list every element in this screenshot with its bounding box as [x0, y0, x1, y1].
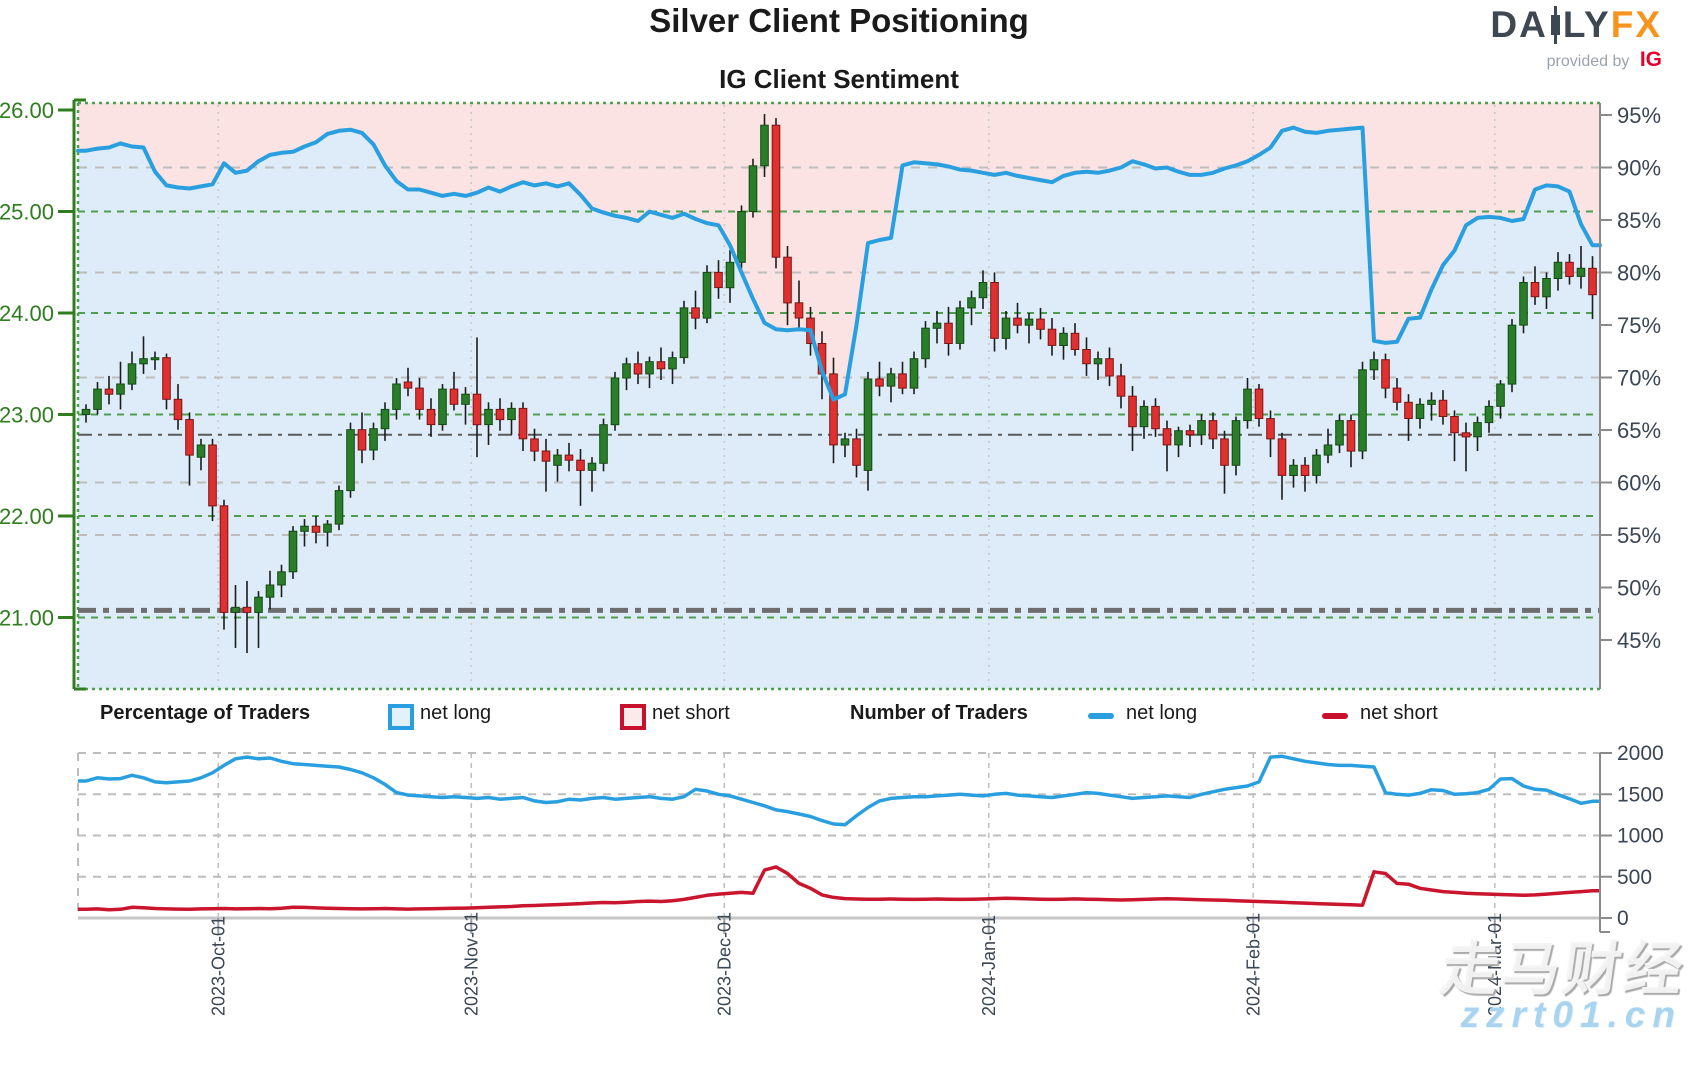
svg-text:75%: 75%	[1617, 313, 1661, 338]
svg-text:85%: 85%	[1617, 208, 1661, 233]
sentiment-line	[76, 125, 1602, 402]
svg-text:70%: 70%	[1617, 366, 1661, 391]
net-short-line	[78, 865, 1600, 912]
svg-text:1000: 1000	[1617, 825, 1664, 848]
svg-text:2024-Jan-01: 2024-Jan-01	[979, 915, 999, 1016]
provided-by: provided by IG	[1490, 48, 1662, 72]
date-axis: 2023-Oct-01 2023-Nov-01 2023-Dec-01 2024-Ja…	[208, 912, 1505, 1016]
logo-da: DA	[1490, 4, 1548, 45]
legend-num-header: Number of Traders	[850, 702, 1028, 724]
svg-text:90%: 90%	[1617, 156, 1661, 181]
legend-num-net-short: net short	[1360, 702, 1438, 724]
svg-text:2023-Nov-01: 2023-Nov-01	[461, 912, 481, 1016]
candlestick-icon	[1550, 6, 1561, 44]
svg-text:23.00: 23.00	[0, 403, 54, 428]
traders-gridlines	[77, 752, 1600, 920]
logo-fx: FX	[1610, 4, 1662, 45]
svg-text:2024-Feb-01: 2024-Feb-01	[1243, 913, 1263, 1016]
svg-text:22.00: 22.00	[0, 504, 54, 529]
svg-text:50%: 50%	[1617, 576, 1661, 601]
svg-text:26.00: 26.00	[0, 98, 54, 123]
price-gridlines	[78, 210, 1600, 619]
svg-text:55%: 55%	[1617, 523, 1661, 548]
page-title: Silver Client Positioning	[649, 2, 1029, 39]
svg-text:45%: 45%	[1617, 628, 1661, 653]
candles-layer	[81, 114, 1597, 654]
svg-text:500: 500	[1617, 866, 1652, 889]
traders-axis: 2000 1500 1000 500 0	[1599, 742, 1664, 933]
net-long-line	[78, 754, 1600, 827]
dailyfx-logo: DA LY FX provided by IG	[1490, 4, 1662, 72]
svg-text:0: 0	[1617, 907, 1629, 930]
svg-text:1500: 1500	[1617, 783, 1664, 806]
legend-pct-header: Percentage of Traders	[100, 702, 311, 724]
svg-text:60%: 60%	[1617, 471, 1661, 496]
svg-text:2023-Oct-01: 2023-Oct-01	[208, 916, 228, 1016]
legend-pct-net-short: net short	[652, 702, 730, 724]
legend-pct-net-long: net long	[420, 702, 492, 724]
ig-logo: IG	[1639, 48, 1662, 71]
legend: Percentage of Traders net long net short…	[0, 700, 1688, 734]
plot-border	[76, 101, 1600, 691]
svg-text:25.00: 25.00	[0, 200, 54, 225]
net-short-square-icon	[620, 704, 646, 730]
chart-subtitle: IG Client Sentiment	[719, 64, 959, 94]
net-short-line-icon	[1322, 713, 1348, 719]
dailyfx-logo-text: DA LY FX	[1490, 4, 1662, 46]
svg-text:2023-Dec-01: 2023-Dec-01	[714, 912, 734, 1016]
watermark-url: zzrt01.cn	[1460, 994, 1682, 1035]
percent-axis: 95% 90% 85% 80% 75% 70% 65% 60% 55% 50% 45%	[1599, 103, 1661, 689]
svg-text:2000: 2000	[1617, 742, 1664, 765]
svg-text:2024-Mar-01: 2024-Mar-01	[1485, 913, 1505, 1016]
sentiment-below-area	[78, 127, 1600, 690]
svg-text:21.00: 21.00	[0, 606, 54, 631]
logo-ly: LY	[1562, 4, 1611, 45]
price-axis: 26.00 25.00 24.00 23.00 22.00 21.00	[0, 98, 86, 691]
svg-text:65%: 65%	[1617, 418, 1661, 443]
net-long-line-icon	[1088, 713, 1114, 719]
svg-text:95%: 95%	[1617, 103, 1661, 128]
legend-num-net-long: net long	[1126, 702, 1198, 724]
svg-text:80%: 80%	[1617, 261, 1661, 286]
svg-text:24.00: 24.00	[0, 301, 54, 326]
provided-by-label: provided by	[1546, 53, 1630, 70]
net-long-square-icon	[388, 704, 414, 730]
